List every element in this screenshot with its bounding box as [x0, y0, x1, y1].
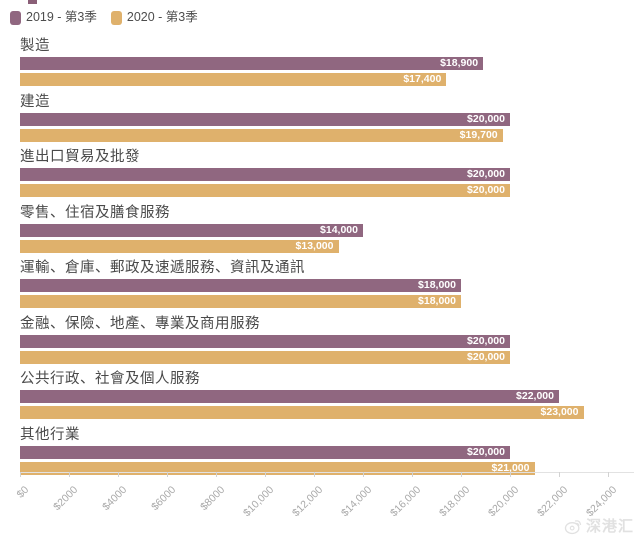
axis-tick [118, 472, 119, 477]
category-label: 建造 [20, 93, 50, 110]
category-label: 製造 [20, 38, 50, 54]
bar-value-label: $22,000 [516, 390, 554, 402]
category-group: 其他行業 $20,000 $21,000 [20, 427, 608, 475]
axis-tick-label: $22,000 [534, 483, 571, 520]
category-group: 零售、住宿及膳食服務 $14,000 $13,000 [20, 205, 608, 253]
bar[interactable]: $23,000 [20, 406, 584, 419]
axis-tick-label: $24,000 [583, 483, 620, 520]
axis-tick-label: $6000 [149, 483, 179, 513]
legend-item-1[interactable]: 2020 - 第3季 [110, 10, 198, 25]
bar[interactable]: $22,000 [20, 390, 559, 403]
axis-tick-label: $2000 [51, 483, 81, 513]
weibo-watermark: 深港汇 [563, 515, 634, 536]
bar-value-label: $20,000 [467, 350, 505, 363]
bar[interactable]: $20,000 [20, 350, 510, 364]
bar-value-label: $20,000 [467, 168, 505, 180]
legend-swatch-icon [10, 10, 21, 25]
legend-label: 2020 - 第3季 [126, 10, 198, 24]
axis-tick [314, 472, 315, 477]
category-label: 運輸、倉庫、郵政及速遞服務、資訊及通訊 [20, 260, 305, 276]
watermark-text: 深港汇 [585, 518, 634, 535]
bar[interactable]: $19,700 [20, 128, 503, 142]
legend-item-0[interactable]: 2019 - 第3季 [10, 10, 97, 25]
axis-tick-label: $16,000 [387, 483, 424, 520]
category-label: 公共行政、社會及個人服務 [20, 371, 200, 387]
axis-tick [167, 472, 168, 477]
bar-value-label: $18,000 [418, 279, 456, 291]
axis-tick [216, 472, 217, 477]
category-label: 其他行業 [20, 426, 80, 443]
axis-tick-label: $8000 [198, 483, 228, 513]
axis-tick-label: $14,000 [338, 483, 375, 520]
weibo-logo-icon [564, 519, 582, 534]
bar-value-label: $19,700 [459, 128, 498, 141]
legend-swatch-icon [110, 10, 122, 25]
category-group: 製造 $18,900 $17,400 [20, 38, 608, 86]
bar-value-label: $20,000 [467, 112, 505, 125]
axis-tick [69, 472, 70, 477]
axis-tick [559, 472, 560, 477]
category-label: 進出口貿易及批發 [20, 149, 140, 165]
axis-tick-label: $0 [14, 483, 32, 501]
axis-tick [412, 472, 413, 477]
category-label: 金融、保險、地產、專業及商用服務 [20, 315, 260, 332]
bar[interactable]: $18,900 [20, 57, 484, 70]
axis-tick-label: $10,000 [240, 483, 277, 520]
bar[interactable]: $20,000 [20, 445, 510, 459]
plot-area: 製造 $18,900 $17,400 建造 $20,000 $19,700 進出口貿易及批發… [20, 38, 608, 475]
bar-value-label: $18,900 [440, 57, 479, 69]
bar[interactable]: $20,000 [20, 334, 510, 348]
axis-tick-label: $4000 [100, 483, 130, 513]
bar[interactable]: $13,000 [20, 239, 339, 253]
axis-tick [461, 472, 462, 477]
bar[interactable]: $14,000 [20, 223, 363, 237]
bar-value-label: $14,000 [320, 223, 358, 236]
category-group: 建造 $20,000 $19,700 [20, 94, 608, 142]
axis-tick-label: $20,000 [485, 483, 522, 520]
x-axis: $0 $2000 $4000 $6000 $8000 $10,000 $12,000 $14,… [0, 472, 640, 542]
bar[interactable]: $20,000 [20, 168, 510, 181]
chart-legend: 2019 - 第3季 2020 - 第3季 [10, 10, 640, 25]
axis-tick-label: $18,000 [436, 483, 473, 520]
axis-tick [510, 472, 511, 477]
bar-value-label: $20,000 [467, 334, 505, 347]
bar[interactable]: $20,000 [20, 112, 510, 126]
bar-value-label: $18,000 [418, 295, 456, 307]
category-group: 運輸、倉庫、郵政及速遞服務、資訊及通訊 $18,000 $18,000 [20, 260, 608, 308]
category-label: 零售、住宿及膳食服務 [20, 204, 170, 221]
axis-tick [20, 472, 21, 477]
bar-value-label: $21,000 [491, 461, 530, 474]
clipped-bar-artifact [28, 0, 37, 4]
bar-value-label: $20,000 [467, 184, 505, 196]
bar[interactable]: $17,400 [20, 73, 447, 86]
axis-tick [363, 472, 364, 477]
bar-value-label: $13,000 [295, 239, 334, 252]
bar-value-label: $20,000 [467, 445, 505, 458]
bar[interactable]: $21,000 [20, 461, 535, 475]
legend-label: 2019 - 第3季 [26, 10, 97, 24]
bar[interactable]: $20,000 [20, 184, 510, 197]
axis-tick-label: $12,000 [289, 483, 326, 520]
bar-value-label: $17,400 [403, 73, 442, 85]
bar[interactable]: $18,000 [20, 295, 461, 308]
x-axis-line [20, 472, 634, 473]
category-group: 進出口貿易及批發 $20,000 $20,000 [20, 149, 608, 197]
bar-value-label: $23,000 [540, 406, 579, 418]
axis-tick [608, 472, 609, 477]
category-group: 公共行政、社會及個人服務 $22,000 $23,000 [20, 371, 608, 419]
axis-tick [265, 472, 266, 477]
category-group: 金融、保險、地產、專業及商用服務 $20,000 $20,000 [20, 316, 608, 364]
bar[interactable]: $18,000 [20, 279, 461, 292]
